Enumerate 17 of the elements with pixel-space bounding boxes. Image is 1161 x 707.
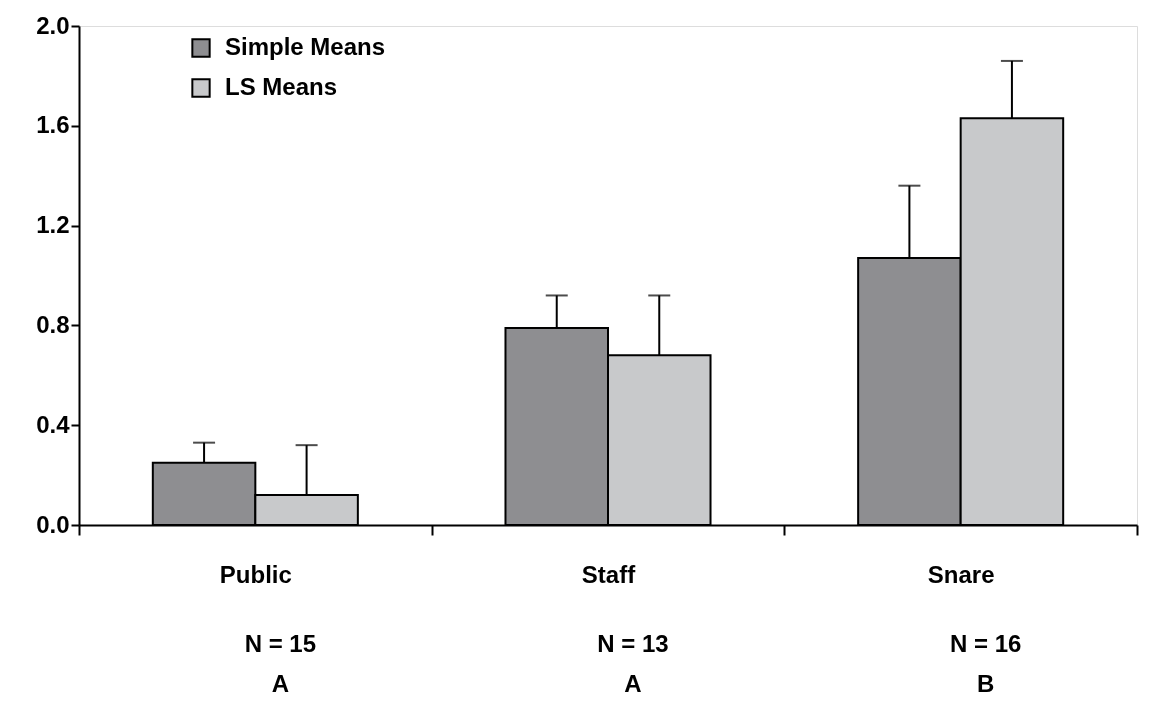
text: N = 15 <box>244 630 317 657</box>
text: A <box>271 670 290 697</box>
text: B <box>976 670 995 697</box>
y-tick-label: 0.4 <box>36 410 71 438</box>
y-tick-label: 1.2 <box>36 211 70 239</box>
text: N = 13 <box>597 630 669 657</box>
x-tick-label: Snare <box>927 560 995 588</box>
text: N = 16 <box>949 630 1022 657</box>
x-tick-label: Staff <box>581 560 637 588</box>
y-tick-label: 0.0 <box>36 510 70 538</box>
y-tick-label: 2.0 <box>36 11 70 39</box>
legend-label: LS Means <box>225 73 338 100</box>
y-tick-label: 0.8 <box>36 310 70 338</box>
y-tick-label: 1.6 <box>36 111 70 139</box>
x-tick-label: Public <box>219 560 292 588</box>
text: A <box>624 670 642 697</box>
legend-label: Simple Means <box>225 33 386 60</box>
